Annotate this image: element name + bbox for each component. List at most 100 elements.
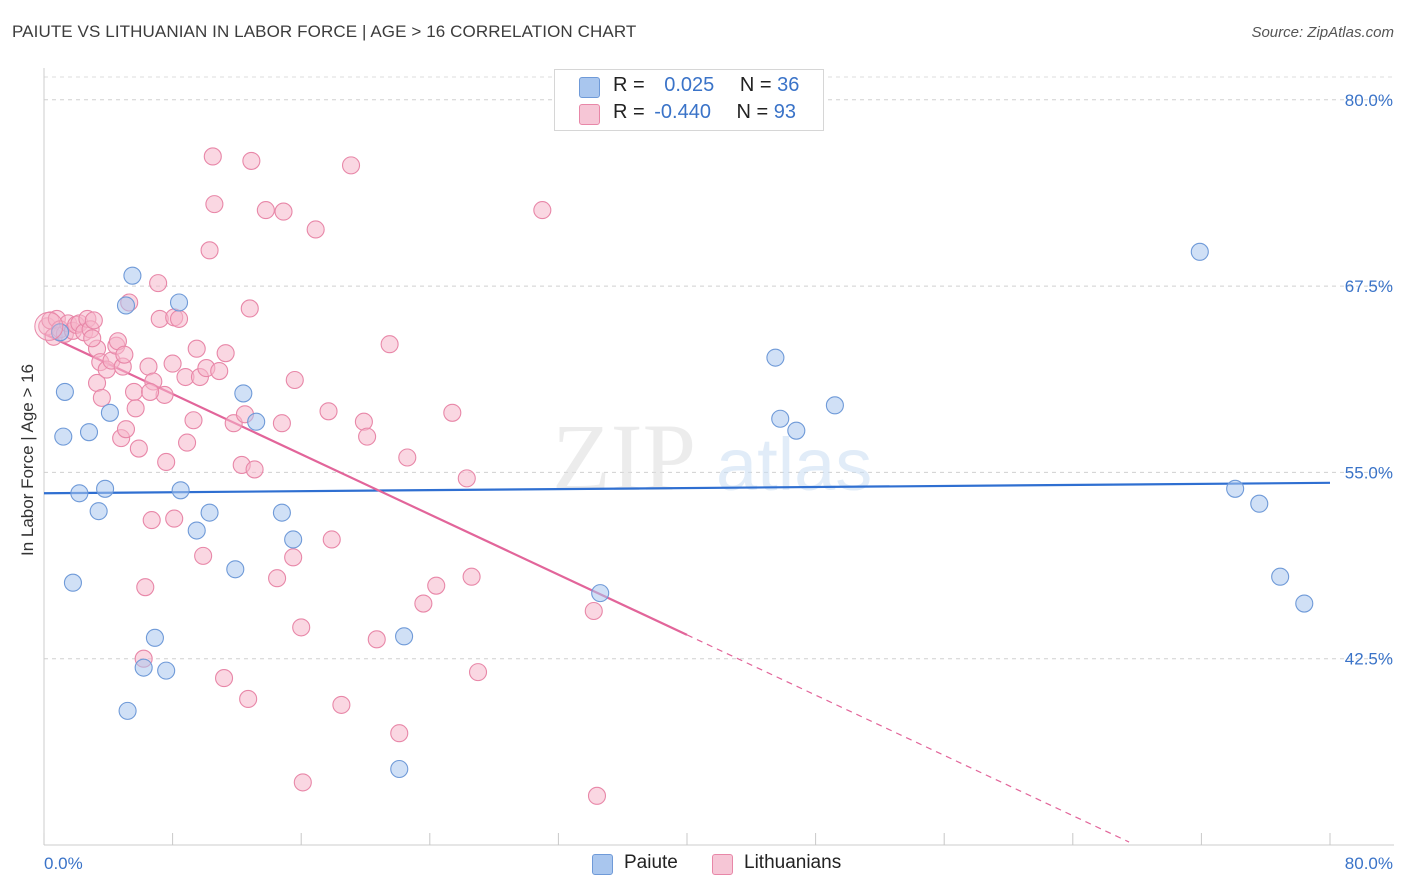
lithuanian-point [398, 448, 417, 467]
paiute-point [54, 427, 73, 446]
lithuanian-point [272, 414, 291, 433]
lithuanian-point [268, 569, 287, 588]
paiute-point [771, 409, 790, 428]
lithuanian-point [285, 370, 304, 390]
lithuanian-point [203, 147, 222, 166]
lithuanian-point [115, 345, 134, 364]
paiute-point [55, 382, 74, 401]
legend-lithuanians-text: R = -0.440 N = 93 [613, 101, 796, 124]
paiute-point [787, 421, 806, 440]
y-axis-label: In Labor Force | Age > 16 [18, 363, 37, 557]
lithuanian-point [142, 511, 161, 530]
x-tick-label-max: 80.0% [1345, 854, 1393, 873]
axes [43, 68, 1394, 846]
paiute-point [145, 628, 164, 647]
paiute-point [766, 348, 785, 367]
lithuanian-point [194, 546, 213, 565]
lithuanian-point [205, 195, 224, 214]
lithuanian-point [367, 630, 386, 649]
legend-lithuanians-n-label: N = [736, 101, 769, 123]
paiute-point [70, 484, 89, 503]
paiute-point [825, 396, 844, 415]
lithuanian-point [533, 201, 552, 220]
lithuanian-point [256, 201, 275, 220]
lithuanian-point [332, 695, 351, 714]
watermark-zip: ZIP [552, 404, 696, 511]
lithuanian-point [358, 427, 377, 446]
y-tick-label: 67.5% [1345, 277, 1393, 296]
lithuanian-point [306, 220, 325, 239]
paiute-point [157, 661, 176, 680]
lithuanian-point [210, 362, 229, 381]
bottom-paiute-swatch [592, 854, 613, 875]
paiute-point [1271, 567, 1290, 586]
lithuanian-point [184, 411, 203, 430]
legend-paiute-n-label: N = [739, 74, 772, 96]
lithuanian-point [240, 299, 259, 318]
lithuanian-point [169, 309, 189, 328]
paiute-point [96, 479, 115, 498]
paiute-point [51, 323, 70, 342]
lithuanian-point [165, 509, 184, 528]
paiute-point [187, 521, 206, 540]
paiute-point [123, 266, 142, 285]
bottom-lithuanians-swatch [712, 854, 733, 875]
lithuanian-point [178, 433, 197, 452]
lithuanian-point [319, 402, 338, 421]
lithuanian-point [390, 724, 409, 743]
paiute-point [226, 560, 245, 579]
lithuanian-cluster-point [34, 311, 64, 341]
paiute-point [134, 658, 153, 677]
paiute-point [591, 584, 610, 603]
lithuanian-point [214, 669, 234, 688]
lithuanian-point [83, 329, 102, 348]
paiute-point [1190, 242, 1209, 261]
bottom-lithuanians-label: Lithuanians [744, 852, 842, 873]
x-tick-label-min: 0.0% [44, 854, 83, 873]
lithuanian-point [84, 311, 103, 330]
lithuanian-point [284, 548, 303, 567]
y-tick-label: 55.0% [1345, 463, 1393, 482]
lithuanian-point [584, 601, 603, 621]
paiute-point [247, 412, 266, 431]
legend-lithuanians-r-value: -0.440 [654, 101, 711, 123]
lithuanian-point [457, 469, 476, 488]
lithuanian-point [136, 578, 155, 597]
paiute-swatch [579, 77, 600, 98]
lithuanian-point [468, 663, 488, 682]
legend-lithuanians-n-value: 93 [773, 101, 797, 123]
lithuanian-point [242, 151, 261, 170]
lithuanian-point [414, 594, 433, 613]
paiute-point [390, 759, 409, 779]
correlation-legend: R = 0.025 N = 36 R = -0.440 N = 93 [554, 69, 824, 131]
lithuanian-point [141, 382, 160, 401]
lithuanian-point [293, 773, 312, 792]
lithuanian-point [380, 335, 399, 354]
lithuanian-point [126, 399, 145, 418]
paiute-point [118, 701, 137, 720]
lithuanian-trend-extrapolation [686, 634, 1130, 843]
lithuanian-point [157, 452, 176, 472]
paiute-point [63, 573, 82, 592]
paiute-point [272, 503, 291, 522]
source-label: Source: ZipAtlas.com [1251, 24, 1394, 41]
y-tick-label: 42.5% [1345, 650, 1393, 669]
paiute-point [169, 293, 189, 312]
paiute-point [284, 530, 303, 549]
lithuanian-point [443, 403, 462, 422]
lithuanian-point [149, 274, 168, 293]
lithuanian-point [163, 354, 182, 373]
paiute-point [116, 296, 136, 315]
data-points [34, 147, 1314, 805]
lithuanian-point [200, 241, 219, 260]
paiute-point [171, 481, 190, 500]
paiute-point [1295, 594, 1314, 613]
paiute-point [100, 403, 119, 422]
bottom-paiute-label: Paiute [624, 852, 678, 873]
lithuanian-point [354, 412, 373, 431]
lithuanian-point [427, 576, 446, 595]
lithuanian-point [245, 460, 264, 479]
lithuanian-point [116, 420, 136, 439]
lithuanian-point [322, 530, 341, 549]
paiute-point [234, 384, 253, 403]
